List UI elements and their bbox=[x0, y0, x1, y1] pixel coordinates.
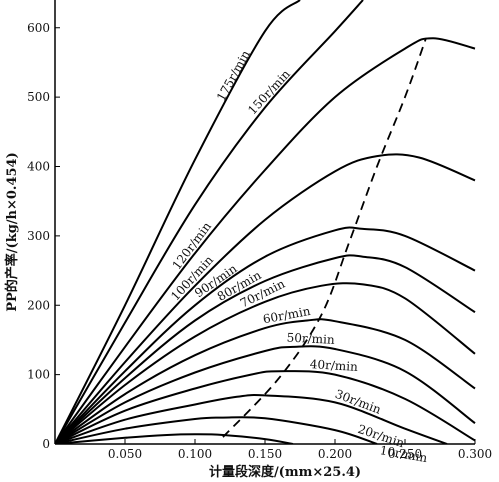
series-line bbox=[55, 37, 476, 444]
x-axis-title: 计量段深度/(mm×25.4) bbox=[209, 464, 361, 480]
series-label: 40r/min bbox=[309, 357, 358, 374]
x-tick-label: 0.300 bbox=[458, 447, 492, 461]
series-line bbox=[55, 0, 301, 444]
x-tick-label: 0.150 bbox=[248, 447, 282, 461]
series-label: 150r/min bbox=[245, 67, 293, 118]
y-tick-label: 0 bbox=[42, 437, 50, 451]
series-label: 175r/min bbox=[214, 48, 253, 104]
series-line bbox=[55, 370, 476, 444]
optimum-dashed-line bbox=[222, 37, 427, 438]
curves bbox=[55, 0, 476, 444]
series-line bbox=[55, 416, 378, 444]
x-tick-label: 0.100 bbox=[178, 447, 212, 461]
y-tick-label: 400 bbox=[27, 160, 50, 174]
series-line bbox=[55, 153, 476, 444]
y-tick-label: 500 bbox=[27, 90, 50, 104]
x-tick-label: 0.050 bbox=[108, 447, 142, 461]
series-line bbox=[55, 0, 364, 444]
y-axis-title: PP的产率/(kg/h×0.454) bbox=[4, 152, 20, 312]
series-line bbox=[55, 433, 294, 444]
x-tick-label: 0.200 bbox=[318, 447, 352, 461]
series-label: 30r/min bbox=[333, 387, 383, 417]
x-tick-label: 0.250 bbox=[388, 447, 422, 461]
series-line bbox=[55, 226, 476, 444]
y-tick-label: 100 bbox=[27, 368, 50, 382]
series-line bbox=[55, 345, 476, 444]
series-line bbox=[55, 282, 476, 444]
series-line bbox=[55, 318, 476, 444]
optimum-line-group bbox=[222, 37, 427, 438]
series-label: 50r/min bbox=[286, 331, 335, 347]
x-ticks: 0.050 0.100 0.150 0.200 0.250 0.300 bbox=[108, 439, 492, 461]
series-line bbox=[55, 254, 476, 444]
y-tick-label: 200 bbox=[27, 298, 50, 312]
series-line bbox=[55, 394, 448, 444]
y-tick-label: 600 bbox=[27, 21, 50, 35]
y-ticks: 0 100 200 300 400 500 600 bbox=[27, 21, 60, 451]
y-tick-label: 300 bbox=[27, 229, 50, 243]
